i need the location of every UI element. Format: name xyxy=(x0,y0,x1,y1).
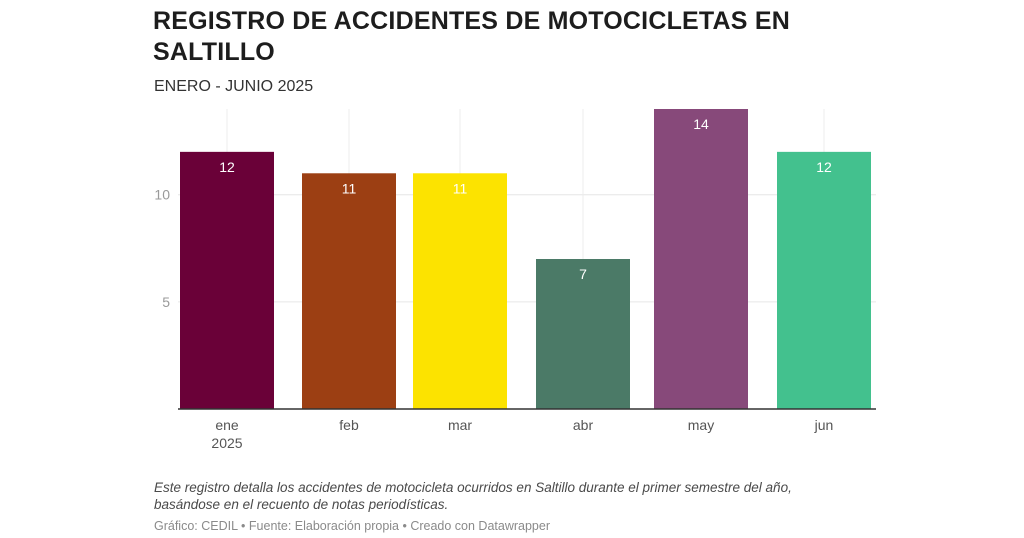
x-tick-label: mar xyxy=(448,417,472,433)
chart-description: Este registro detalla los accidentes de … xyxy=(154,480,792,512)
bar-layer xyxy=(180,109,871,409)
chart-subtitle: ENERO - JUNIO 2025 xyxy=(154,78,314,95)
x-tick-label: jun xyxy=(814,417,834,433)
y-tick-label: 5 xyxy=(162,294,170,310)
bar-ene xyxy=(180,151,274,409)
bar-feb xyxy=(302,173,396,409)
x-tick-label: abr xyxy=(573,417,594,433)
bar-abr xyxy=(536,259,630,409)
x-tick-label: may xyxy=(688,417,714,433)
chart-title: REGISTRO DE ACCIDENTES DE MOTOCICLETAS E… xyxy=(153,7,790,66)
bar-may xyxy=(654,109,748,409)
bar-value-label: 12 xyxy=(219,159,235,175)
grid-layer xyxy=(178,109,876,409)
x-tick-sublabel: 2025 xyxy=(211,435,242,451)
bar-value-label: 7 xyxy=(579,266,587,282)
bar-jun xyxy=(777,151,871,409)
x-tick-label: feb xyxy=(339,417,359,433)
bar-value-label: 11 xyxy=(453,180,468,196)
x-tick-label: ene xyxy=(215,417,239,433)
bar-mar xyxy=(413,173,507,409)
bar-value-label: 11 xyxy=(342,180,357,196)
label-layer: 5 10 12 ene 2025 11 feb 11 mar 7 abr 14 may 12 jun xyxy=(154,116,833,451)
bar-value-label: 14 xyxy=(693,116,709,132)
chart-credits: Gráfico: CEDIL • Fuente: Elaboración pro… xyxy=(154,519,550,533)
bar-value-label: 12 xyxy=(816,159,832,175)
y-tick-label: 10 xyxy=(154,187,170,203)
